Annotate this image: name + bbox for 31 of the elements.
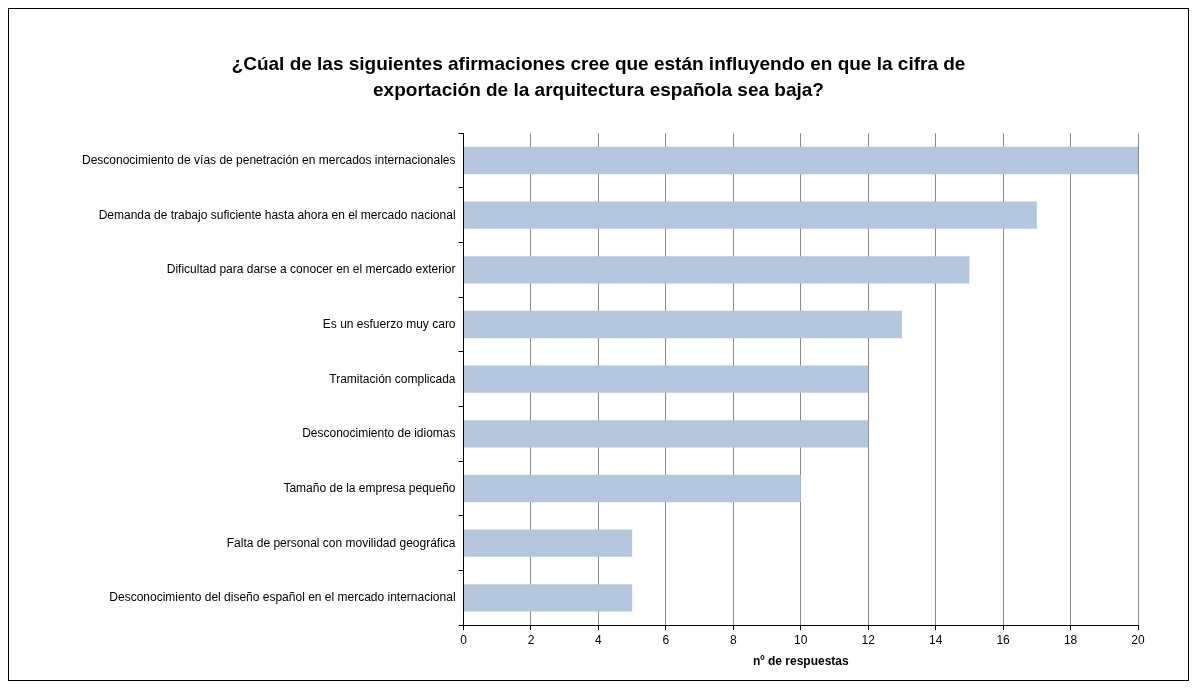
y-tick-label: Tamaño de la empresa pequeño: [283, 480, 456, 495]
x-axis-title: nº de respuestas: [752, 654, 849, 669]
x-tick-label: 0: [460, 632, 468, 647]
bar: [464, 474, 801, 503]
x-tick-label: 14: [928, 632, 943, 647]
y-tick-label: Desconocimiento de vías de penetración en mercados internacionales: [81, 152, 456, 167]
x-tick-label: 6: [662, 632, 670, 647]
y-tick-label: Dificultad para darse a conocer en el mercado exterior: [166, 262, 456, 277]
bar: [464, 365, 869, 393]
y-tick-label: Tramitación complicada: [329, 371, 456, 386]
x-tick-label: 20: [1131, 632, 1145, 647]
bar: [464, 146, 1138, 175]
y-tick-label: Desconocimiento del diseño español en el mercado internacional: [109, 590, 456, 605]
x-tick-label: 8: [729, 632, 737, 647]
x-tick-label: 10: [794, 632, 808, 647]
y-tick-label: Desconocimiento de idiomas: [302, 426, 456, 441]
chart-title: ¿Cúal de las siguientes afirmaciones cree que están influyendo en que la cifra de exportación de la arquitectura española sea baja?: [230, 52, 967, 102]
x-tick-label: 16: [996, 632, 1011, 647]
bar: [464, 201, 1037, 229]
x-tick-label: 2: [527, 632, 535, 647]
bar: [464, 420, 869, 448]
bar: [464, 256, 970, 284]
x-tick-label: 4: [595, 632, 603, 647]
bar: [464, 584, 633, 612]
bar: [464, 529, 633, 557]
bar: [464, 310, 902, 339]
x-tick-label: 12: [861, 632, 876, 647]
y-tick-label: Falta de personal con movilidad geográfica: [226, 535, 456, 550]
y-tick-label: Demanda de trabajo suficiente hasta ahora en el mercado nacional: [98, 207, 456, 222]
x-tick-label: 18: [1063, 632, 1078, 647]
y-tick-label: Es un esfuerzo muy caro: [322, 316, 456, 331]
